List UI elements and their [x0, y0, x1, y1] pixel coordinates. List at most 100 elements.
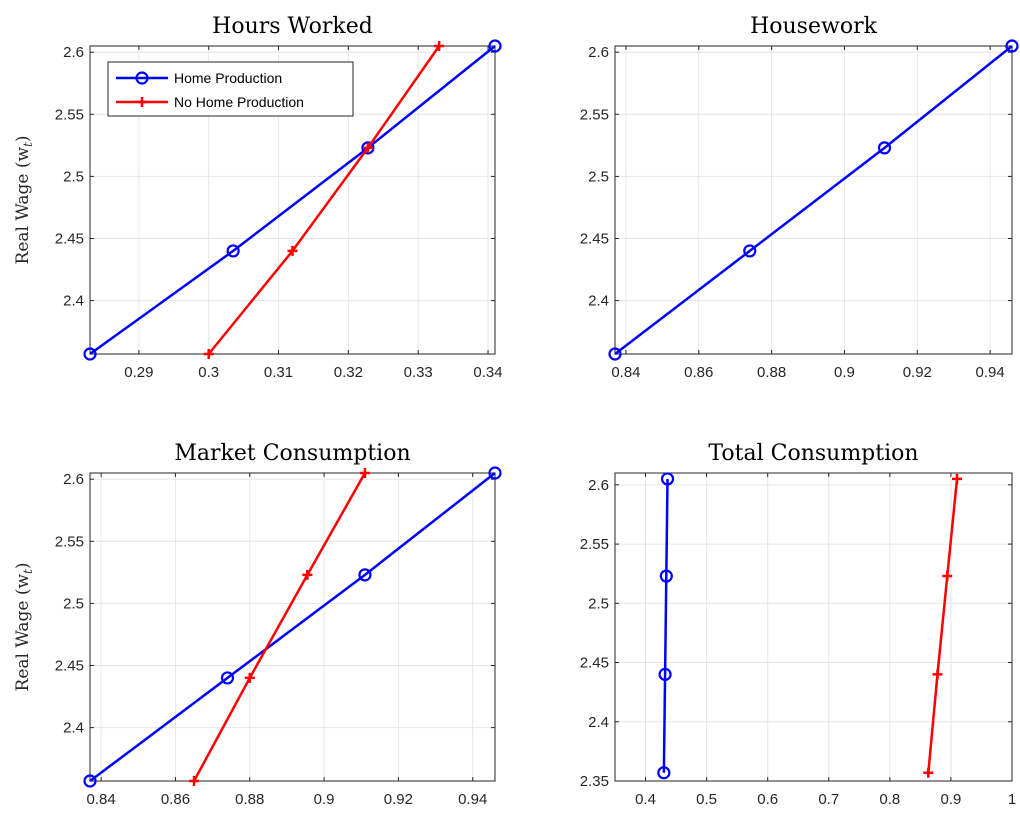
y-tick-label: 2.55	[55, 106, 84, 123]
x-tick-label: 0.84	[611, 364, 640, 381]
axes-box	[614, 45, 1013, 355]
y-tick-label: 2.6	[63, 44, 84, 61]
series-line-no-home-production	[207, 45, 441, 355]
data-point	[932, 669, 943, 680]
x-tick-label: 0.94	[976, 364, 1005, 381]
data-point	[658, 667, 672, 681]
x-tick-label: 1	[1008, 791, 1016, 808]
data-point	[434, 41, 445, 51]
panel-title: Housework	[750, 14, 878, 39]
panel-title: Hours Worked	[212, 14, 373, 39]
y-tick-label: 2.55	[55, 533, 84, 550]
data-point	[358, 568, 372, 582]
data-point	[743, 244, 757, 258]
x-tick-label: 0.32	[334, 364, 363, 381]
x-tick-label: 0.5	[696, 791, 717, 808]
x-tick-label: 0.9	[940, 791, 961, 808]
y-axis-label-main: Real Wage (w	[13, 147, 33, 265]
panel-4: 0.4 0.5 0.6 0.7 0.8 0.9 1 2.35 2.4 2.45 2.5 2.55 2.6…	[580, 441, 1016, 808]
panel-2: 0.84 0.86 0.88 0.9 0.92 0.94 2.4 2.45 2.5 2.55 2.6…	[580, 14, 1019, 381]
y-axis-label: Real Wage (wt)	[13, 563, 35, 692]
series-line-home-production	[614, 45, 1013, 355]
y-tick-label: 2.5	[588, 168, 609, 185]
y-axis-label-subscript: t	[21, 142, 35, 147]
legend-label: No Home Production	[174, 94, 304, 110]
data-point	[220, 671, 235, 685]
y-tick-label: 2.35	[580, 773, 609, 790]
x-tick-label: 0.3	[198, 364, 219, 381]
x-tick-label: 0.88	[757, 364, 786, 381]
x-tick-label: 0.7	[818, 791, 839, 808]
axes-box	[89, 45, 496, 355]
series-line-no-home-production	[192, 472, 367, 782]
data-point	[659, 569, 673, 583]
series-line-home-production	[662, 478, 669, 773]
y-tick-label: 2.5	[588, 595, 609, 612]
x-tick-label: 0.9	[834, 364, 855, 381]
data-point	[226, 244, 240, 258]
axes-box	[614, 472, 1013, 782]
x-tick-label: 0.94	[458, 791, 487, 808]
x-tick-label: 0.86	[161, 791, 190, 808]
panel-title: Market Consumption	[174, 441, 410, 466]
y-tick-label: 2.5	[63, 595, 84, 612]
y-axis-label-close: )	[13, 136, 33, 143]
data-point	[488, 466, 502, 480]
x-tick-label: 0.92	[903, 364, 932, 381]
data-point	[189, 776, 200, 786]
y-tick-label: 2.4	[588, 714, 609, 731]
data-point	[244, 672, 255, 683]
data-point	[83, 774, 97, 788]
y-tick-label: 2.4	[63, 293, 84, 310]
y-tick-label: 2.45	[580, 231, 609, 248]
y-axis-label: Real Wage (wt)	[13, 136, 35, 265]
y-tick-label: 2.6	[63, 471, 84, 488]
data-point	[362, 142, 373, 153]
y-tick-label: 2.6	[588, 44, 609, 61]
y-tick-label: 2.55	[580, 536, 609, 553]
x-tick-label: 0.6	[757, 791, 778, 808]
panel-title: Total Consumption	[708, 441, 918, 466]
legend: Home Production No Home Production	[107, 61, 354, 117]
x-tick-label: 0.9	[314, 791, 335, 808]
y-tick-label: 2.45	[580, 655, 609, 672]
series-line-no-home-production	[927, 478, 959, 773]
x-tick-label: 0.88	[235, 791, 264, 808]
data-point	[361, 141, 375, 155]
axes-box	[89, 472, 496, 782]
y-tick-label: 2.45	[55, 231, 84, 248]
legend-marker	[135, 71, 149, 85]
data-point	[952, 473, 963, 484]
data-point	[660, 472, 675, 486]
data-point	[83, 347, 97, 361]
series-line-home-production	[89, 472, 496, 783]
y-tick-label: 2.5	[63, 168, 84, 185]
y-tick-label: 2.4	[63, 720, 84, 737]
x-tick-label: 0.84	[87, 791, 116, 808]
x-tick-label: 0.29	[124, 364, 153, 381]
legend-label: Home Production	[174, 70, 282, 86]
data-point	[359, 468, 370, 478]
data-point	[942, 571, 953, 582]
y-tick-label: 2.45	[55, 658, 84, 675]
y-tick-label: 2.6	[588, 477, 609, 494]
data-point	[203, 349, 214, 359]
data-point	[657, 766, 671, 780]
data-point	[488, 39, 502, 53]
panel-3: 0.84 0.86 0.88 0.9 0.92 0.94 2.4 2.45 2.5 2.55 2.6…	[13, 441, 502, 808]
legend-marker	[137, 97, 147, 107]
y-axis-label-main: Real Wage (w	[13, 574, 33, 692]
y-axis-label-subscript: t	[21, 569, 35, 574]
x-tick-label: 0.4	[635, 791, 656, 808]
plot-area	[615, 473, 1012, 781]
data-point	[287, 245, 298, 256]
series-line-home-production	[89, 45, 496, 356]
legend-box	[107, 61, 354, 117]
panel-1: 0.29 0.3 0.31 0.32 0.33 0.34 2.4 2.45 2.5 2.55 2.6…	[13, 14, 503, 381]
x-tick-label: 0.8	[879, 791, 900, 808]
x-tick-label: 0.34	[473, 364, 502, 381]
data-point	[1005, 39, 1019, 53]
x-tick-label: 0.31	[264, 364, 293, 381]
y-tick-label: 2.55	[580, 106, 609, 123]
